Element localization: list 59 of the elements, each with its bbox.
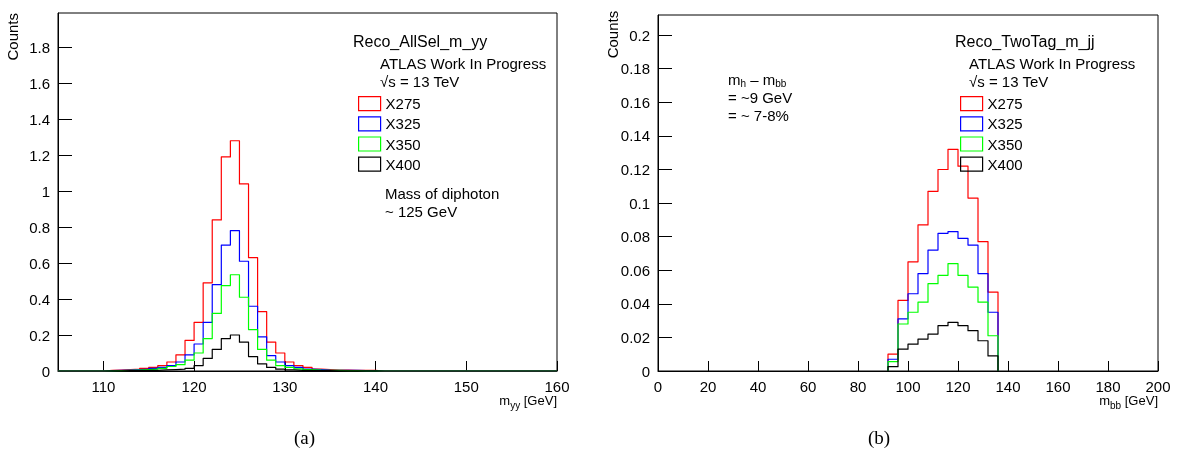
x-tick-label: 140 [995, 378, 1021, 395]
x-tick-label: 40 [749, 378, 767, 395]
legend-label: X275 [987, 95, 1023, 113]
y-tick-label: 0.4 [29, 290, 50, 308]
legend-label: X325 [987, 115, 1023, 133]
annotation: √s = 13 TeV [969, 72, 1049, 90]
text: (a) [294, 427, 316, 449]
x-tick-label: 200 [1145, 378, 1171, 395]
x-tick-label: 160 [544, 378, 570, 395]
legend-label: X325 [385, 115, 421, 133]
y-tick-label: 0.18 [620, 60, 650, 78]
y-tick-label: 0.6 [29, 254, 50, 272]
text: (b) [868, 427, 891, 449]
legend-label: X350 [987, 135, 1023, 153]
y-tick-label: 0.14 [620, 127, 650, 145]
y-tick-label: 0.12 [620, 160, 650, 178]
legend-label: X350 [385, 135, 421, 153]
y-axis-title: Counts [604, 10, 621, 59]
y-tick-label: 0.2 [629, 26, 650, 44]
x-axis-title: m$_{bb}$ [GeV] [1099, 393, 1158, 411]
x-tick-label: 180 [1095, 378, 1121, 395]
legend-title: Reco_TwoTag_m_jj [955, 32, 1095, 51]
x-axis-title: m$_{yy}$ [GeV] [499, 393, 557, 411]
x-tick-label: 80 [849, 378, 867, 395]
y-tick-label: 0.16 [620, 93, 650, 111]
legend-label: X275 [385, 95, 421, 113]
y-tick-label: 1.6 [29, 74, 50, 92]
annotation: ATLAS Work In Progress [380, 54, 547, 72]
x-tick-label: 110 [91, 378, 116, 395]
annotation: Mass of diphoton ~ 125 GeV [385, 184, 500, 220]
x-tick-label: 60 [799, 378, 817, 395]
y-tick-label: 0.8 [29, 218, 50, 236]
x-tick-label: 120 [945, 378, 971, 395]
x-tick-label: 130 [272, 378, 298, 395]
y-tick-label: 0.02 [620, 328, 650, 346]
y-axis-title: Counts [4, 13, 21, 61]
legend-label: X400 [987, 155, 1023, 173]
y-tick-label: 0.2 [29, 326, 50, 344]
x-tick-label: 160 [1045, 378, 1071, 395]
y-tick-label: 0 [641, 362, 650, 380]
y-tick-label: 0.04 [620, 295, 650, 313]
x-tick-label: 150 [453, 378, 479, 395]
x-tick-label: 0 [653, 378, 663, 395]
y-tick-label: 0 [41, 362, 50, 380]
y-tick-label: 1.2 [29, 146, 50, 164]
y-tick-label: 0.08 [620, 228, 650, 246]
y-tick-label: 0.1 [629, 194, 650, 212]
y-tick-label: 1.8 [29, 38, 50, 56]
legend-label: X400 [385, 155, 421, 173]
annotation: √s = 13 TeV [380, 72, 460, 90]
x-tick-label: 100 [895, 378, 921, 395]
x-tick-label: 140 [363, 378, 389, 395]
annotation: ATLAS Work In Progress [969, 54, 1136, 72]
x-tick-label: 20 [699, 378, 717, 395]
legend-title: Reco_AllSel_m_yy [353, 32, 488, 51]
y-tick-label: 1 [41, 182, 50, 200]
y-tick-label: 1.4 [29, 110, 50, 128]
x-tick-label: 120 [181, 378, 207, 395]
y-tick-label: 0.06 [620, 261, 650, 279]
